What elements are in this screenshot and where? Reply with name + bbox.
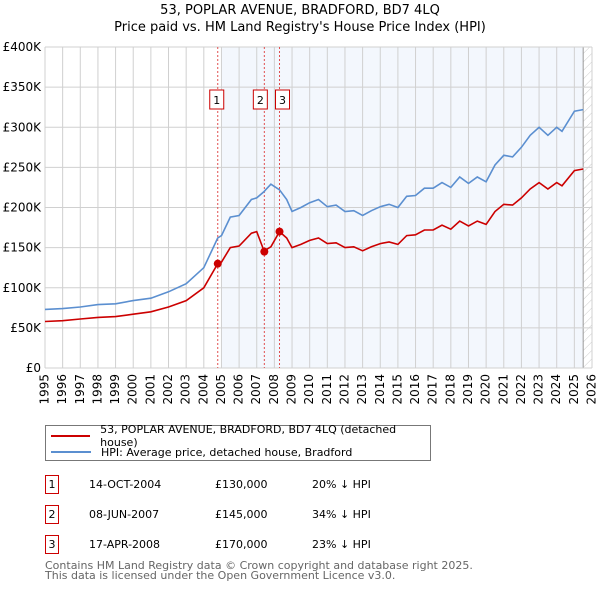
x-tick-label: 2005 <box>214 374 228 405</box>
x-tick-label: 2003 <box>179 374 193 405</box>
x-tick-label: 1996 <box>55 374 69 405</box>
red-line-swatch <box>51 435 91 437</box>
x-tick-label: 2004 <box>196 374 210 405</box>
x-tick-label: 2006 <box>232 374 246 405</box>
y-tick-label: £350K <box>3 80 43 94</box>
sale-badge-1 <box>209 89 225 110</box>
sale-badge: 1 <box>45 475 59 494</box>
legend-item-hpi: HPI: Average price, detached house, Brad… <box>51 445 352 459</box>
x-tick-label: 2020 <box>479 374 493 405</box>
x-tick-label: 2023 <box>532 374 546 405</box>
sale-price: £145,000 <box>215 508 268 521</box>
y-tick-label: £200K <box>3 201 43 215</box>
x-tick-label: 2009 <box>285 374 299 405</box>
chart-subtitle: Price paid vs. HM Land Registry's House … <box>114 20 486 35</box>
x-tick-label: 2021 <box>496 374 510 405</box>
x-tick-label: 2025 <box>567 374 581 405</box>
blue-line-swatch <box>51 451 91 453</box>
x-tick-label: 2015 <box>390 374 404 405</box>
sale-badge-label: 3 <box>279 94 286 107</box>
x-tick-label: 1995 <box>38 374 52 405</box>
footer-copyright: Contains HM Land Registry data © Crown c… <box>45 559 473 572</box>
legend-label: 53, POPLAR AVENUE, BRADFORD, BD7 4LQ (de… <box>100 423 397 449</box>
y-tick-label: £50K <box>10 321 42 335</box>
sale-date: 14-OCT-2004 <box>89 478 162 491</box>
x-tick-label: 2007 <box>249 374 263 405</box>
x-tick-label: 2014 <box>373 374 387 405</box>
footer-licence: This data is licensed under the Open Gov… <box>45 569 396 582</box>
legend-label: HPI: Average price, detached house, Brad… <box>101 445 353 459</box>
sale-row: 1 14-OCT-2004 £130,000 20% ↓ HPI <box>45 475 545 495</box>
y-tick-label: £150K <box>3 241 43 255</box>
legend: 53, POPLAR AVENUE, BRADFORD, BD7 4LQ (de… <box>45 423 431 461</box>
y-tick-label: £400K <box>3 40 43 54</box>
x-tick-label: 1998 <box>90 374 104 405</box>
sale-point-1 <box>213 259 222 268</box>
x-tick-label: 2000 <box>126 374 140 405</box>
x-tick-label: 2026 <box>585 374 599 405</box>
x-tick-label: 2002 <box>161 374 175 405</box>
x-tick-label: 2016 <box>408 374 422 405</box>
y-tick-label: £100K <box>3 281 43 295</box>
x-tick-label: 2010 <box>302 374 316 405</box>
x-tick-label: 2013 <box>355 374 369 405</box>
y-tick-label: £300K <box>3 120 43 134</box>
sale-row: 2 08-JUN-2007 £145,000 34% ↓ HPI <box>45 505 545 525</box>
sale-price: £130,000 <box>215 478 268 491</box>
x-tick-label: 2017 <box>426 374 440 405</box>
x-tick-label: 2022 <box>514 374 528 405</box>
x-tick-label: 1999 <box>108 374 122 405</box>
sale-date: 17-APR-2008 <box>89 538 161 551</box>
sale-point-2 <box>260 247 269 256</box>
sale-badge: 3 <box>45 535 59 554</box>
y-tick-label: £250K <box>3 160 43 174</box>
sale-badge-label: 2 <box>257 94 264 107</box>
y-tick-label: £0 <box>26 361 41 375</box>
sale-point-3 <box>275 227 284 236</box>
x-tick-label: 2024 <box>549 374 563 405</box>
x-tick-label: 1997 <box>73 374 87 405</box>
sale-hpi-diff: 20% ↓ HPI <box>312 478 371 491</box>
x-tick-label: 2018 <box>443 374 457 405</box>
sale-date: 08-JUN-2007 <box>89 508 160 521</box>
price-paid-line <box>44 168 584 323</box>
sale-badge-2 <box>252 89 268 110</box>
sale-price: £170,000 <box>215 538 268 551</box>
x-tick-label: 2011 <box>320 374 334 405</box>
sale-row: 3 17-APR-2008 £170,000 23% ↓ HPI <box>45 535 545 555</box>
chart-title: 53, POPLAR AVENUE, BRADFORD, BD7 4LQ <box>160 3 440 18</box>
sale-badge-3 <box>275 89 291 110</box>
hpi-line <box>44 108 584 311</box>
sale-hpi-diff: 23% ↓ HPI <box>312 538 371 551</box>
x-tick-label: 2019 <box>461 374 475 405</box>
price-chart: 1995 1996 1997 1998 1999 2000 2001 2002 2003 2004… <box>3 40 599 405</box>
x-tick-label: 2001 <box>143 374 157 405</box>
x-tick-label: 2008 <box>267 374 281 405</box>
legend-item-price-paid: 53, POPLAR AVENUE, BRADFORD, BD7 4LQ (de… <box>51 423 430 449</box>
sale-badge: 2 <box>45 505 59 524</box>
x-tick-label: 2012 <box>337 374 351 405</box>
sale-badge-label: 1 <box>213 94 220 107</box>
sale-hpi-diff: 34% ↓ HPI <box>312 508 371 521</box>
